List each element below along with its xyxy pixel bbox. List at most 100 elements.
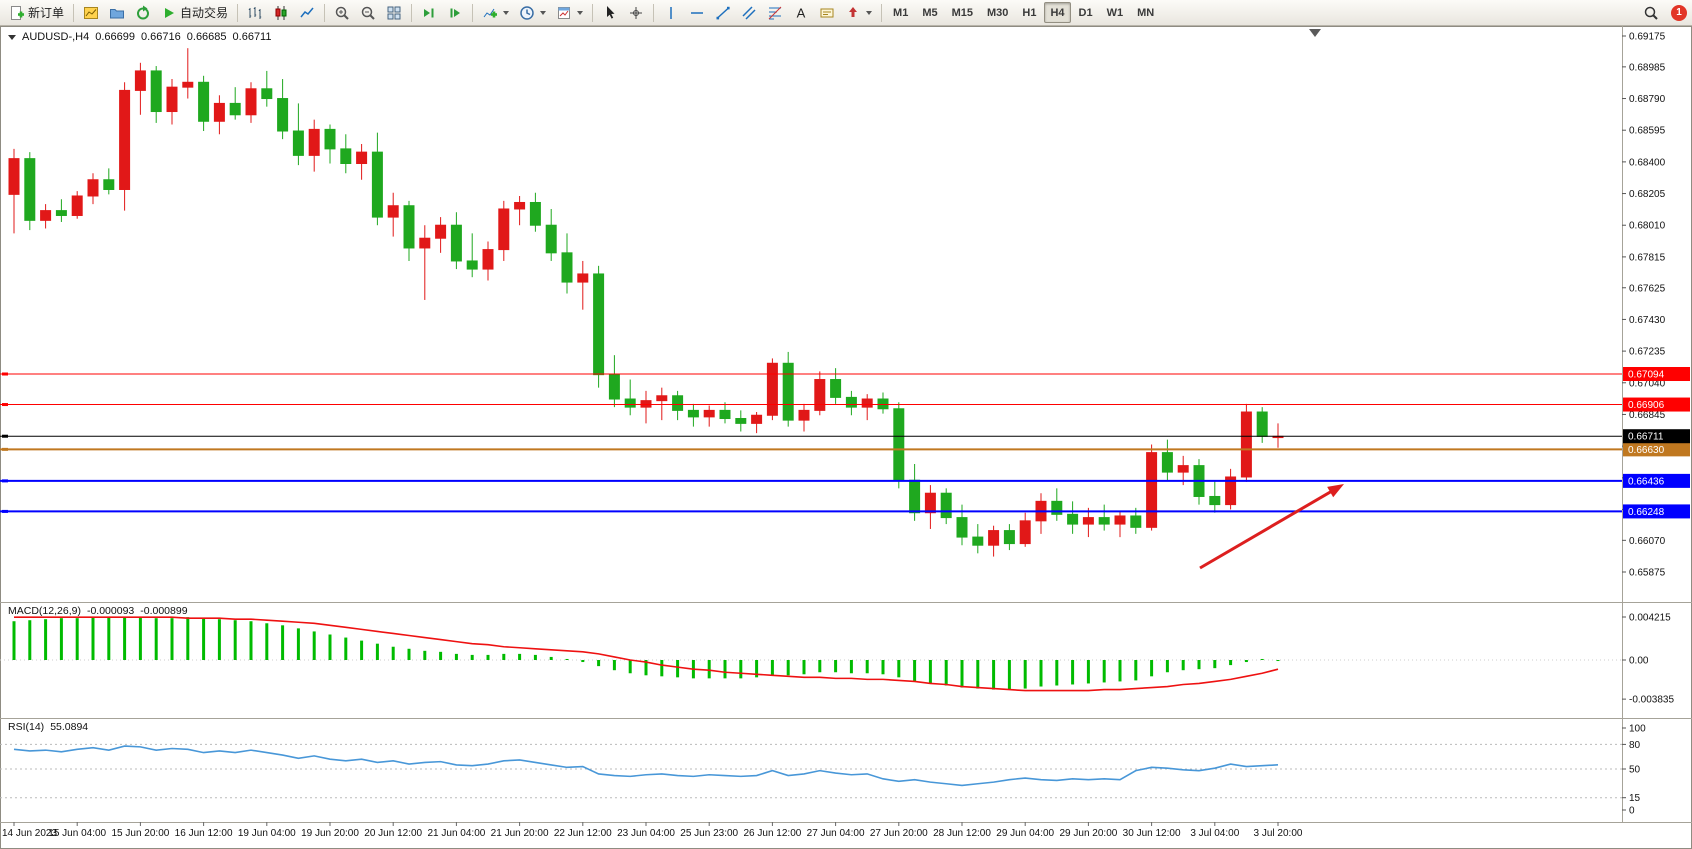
candle-body xyxy=(1146,452,1158,528)
trend-arrow-object[interactable] xyxy=(1199,484,1344,570)
time-axis-label: 15 Jun 20:00 xyxy=(111,828,169,839)
main-toolbar: 新订单 自动交易 xyxy=(0,0,1692,26)
fibonacci-button[interactable] xyxy=(763,2,787,23)
notification-badge[interactable]: 1 xyxy=(1671,4,1687,21)
timeframe-m15-button[interactable]: M15 xyxy=(951,6,973,19)
profiles-button[interactable] xyxy=(105,2,129,23)
line-chart-button[interactable] xyxy=(295,2,319,23)
price-axis-tick: 0.65875 xyxy=(1629,568,1666,579)
macd-signal-value: -0.000899 xyxy=(140,605,188,617)
line-left-anchor xyxy=(2,447,8,451)
tile-windows-button[interactable] xyxy=(382,2,406,23)
auto-scroll-button[interactable] xyxy=(417,2,441,23)
timeframe-mn-button[interactable]: MN xyxy=(1137,6,1155,19)
zoom-out-button[interactable] xyxy=(356,2,380,23)
chart-shift-icon xyxy=(447,5,463,21)
bar-chart-icon xyxy=(247,5,263,21)
refresh-button[interactable] xyxy=(131,2,155,23)
candle-body xyxy=(656,395,668,402)
price-axis-tick: 0.67235 xyxy=(1629,347,1666,358)
zoom-in-button[interactable] xyxy=(330,2,354,23)
vertical-line-button[interactable] xyxy=(659,2,683,23)
rsi-axis-tick: 100 xyxy=(1629,724,1646,735)
candle-body xyxy=(703,409,715,418)
candle-body xyxy=(498,208,510,251)
resistance-line-object[interactable] xyxy=(0,367,1690,382)
candle-body xyxy=(1130,515,1142,528)
candlestick-chart-button[interactable] xyxy=(269,2,293,23)
timeframe-h1-button[interactable]: H1 xyxy=(1022,6,1037,19)
timeframe-w1-button[interactable]: W1 xyxy=(1106,6,1124,19)
candle-body xyxy=(1225,476,1237,506)
candle-body xyxy=(909,479,921,514)
svg-text:A: A xyxy=(797,5,806,20)
candle-body xyxy=(924,492,936,514)
timeframe-h4-button[interactable]: H4 xyxy=(1044,2,1071,23)
trendline-button[interactable] xyxy=(711,2,735,23)
auto-trading-button[interactable]: 自动交易 xyxy=(157,2,232,23)
timeframe-m30-button[interactable]: M30 xyxy=(987,6,1009,19)
toolbar-separator xyxy=(472,3,474,22)
price-axis-tick: 0.68985 xyxy=(1629,62,1666,73)
chart-canvas[interactable]: 0.69175 0.68985 0.68790 0.68595 0.68400 0.682… xyxy=(0,26,1692,849)
current-price-line[interactable] xyxy=(0,429,1690,444)
candle-body xyxy=(1051,500,1063,515)
channel-button[interactable] xyxy=(737,2,761,23)
candle-body xyxy=(893,408,905,481)
macd-axis-tick: 0.004215 xyxy=(1629,612,1671,623)
time-axis-label: 29 Jun 04:00 xyxy=(996,828,1054,839)
cursor-icon xyxy=(602,5,618,21)
support-line-object[interactable] xyxy=(0,442,1690,457)
indicators-button[interactable] xyxy=(478,2,513,23)
price-line-label: 0.66906 xyxy=(1628,400,1665,411)
new-order-button[interactable]: 新订单 xyxy=(5,2,68,23)
templates-button[interactable] xyxy=(552,2,587,23)
zoom-out-icon xyxy=(360,5,376,21)
candle-body xyxy=(1177,465,1189,473)
bar-chart-button[interactable] xyxy=(243,2,267,23)
search-button[interactable] xyxy=(1639,2,1663,23)
candle-body xyxy=(766,362,778,416)
candle-body xyxy=(55,210,67,216)
candle-body xyxy=(593,273,605,376)
price-axis-tick: 0.66845 xyxy=(1629,410,1666,421)
one-click-trading-toggle[interactable] xyxy=(8,34,16,40)
line-left-anchor xyxy=(2,479,8,483)
candle-body xyxy=(419,237,431,249)
crosshair-button[interactable] xyxy=(624,2,648,23)
timeframe-m5-button[interactable]: M5 xyxy=(922,6,938,19)
rsi-axis-tick: 15 xyxy=(1629,793,1641,804)
support-line-object[interactable] xyxy=(0,504,1690,519)
periods-button[interactable] xyxy=(515,2,550,23)
time-axis-label: 22 Jun 12:00 xyxy=(554,828,612,839)
arrows-button[interactable] xyxy=(841,2,876,23)
quote-low: 0.66685 xyxy=(186,31,227,43)
support-line-object[interactable] xyxy=(0,473,1690,488)
text-button[interactable]: A xyxy=(789,2,813,23)
horizontal-line-button[interactable] xyxy=(685,2,709,23)
chart-shift-marker[interactable] xyxy=(1309,29,1321,37)
candle-body xyxy=(1240,411,1252,478)
zoom-in-icon xyxy=(334,5,350,21)
timeframe-m1-button[interactable]: M1 xyxy=(893,6,909,19)
line-left-anchor xyxy=(2,434,8,438)
cursor-button[interactable] xyxy=(598,2,622,23)
chart-shift-button[interactable] xyxy=(443,2,467,23)
macd-histogram xyxy=(12,617,1280,690)
candle-body xyxy=(577,273,589,283)
new-order-icon xyxy=(9,5,25,21)
timeframe-d1-button[interactable]: D1 xyxy=(1078,6,1093,19)
candle-body xyxy=(830,379,842,398)
price-axis-tick: 0.69175 xyxy=(1629,32,1666,43)
price-line-box xyxy=(1623,442,1690,457)
resistance-line-object[interactable] xyxy=(0,397,1690,412)
text-label-button[interactable] xyxy=(815,2,839,23)
time-axis-label: 30 Jun 12:00 xyxy=(1123,828,1181,839)
candle-body xyxy=(150,70,162,113)
quote-high: 0.66716 xyxy=(141,31,181,43)
price-axis-tick: 0.68595 xyxy=(1629,126,1666,137)
new-chart-button[interactable] xyxy=(79,2,103,23)
price-axis-tick: 0.67430 xyxy=(1629,315,1666,326)
templates-icon xyxy=(556,5,572,21)
dropdown-caret-icon xyxy=(577,10,584,15)
